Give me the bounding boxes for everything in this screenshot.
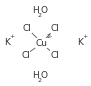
Text: Cl: Cl — [21, 51, 30, 60]
Text: O: O — [40, 71, 47, 80]
Text: K: K — [77, 38, 83, 47]
Text: Cu: Cu — [36, 39, 48, 47]
Text: H: H — [33, 71, 39, 80]
Text: Cl: Cl — [50, 24, 59, 33]
Text: Cl: Cl — [23, 24, 32, 33]
Text: H: H — [33, 6, 39, 15]
Text: Cl: Cl — [50, 51, 59, 60]
Text: +: + — [82, 34, 87, 39]
Text: +: + — [9, 34, 14, 39]
Text: K: K — [4, 38, 10, 47]
Text: 2: 2 — [38, 13, 42, 18]
Text: 2-: 2- — [47, 34, 53, 39]
Text: O: O — [40, 6, 47, 15]
Text: 2: 2 — [38, 78, 42, 83]
